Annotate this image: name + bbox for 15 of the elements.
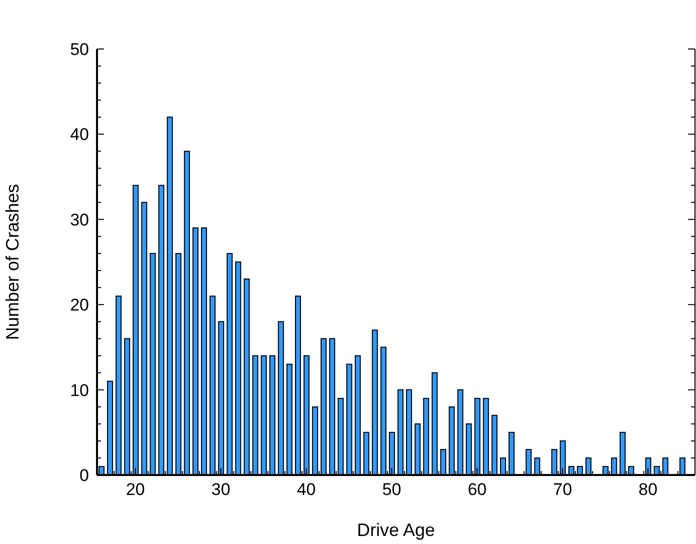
x-tick-label: 20 [126, 480, 145, 499]
x-axis-title: Drive Age [356, 520, 436, 540]
y-tick-label: 10 [70, 380, 89, 400]
x-tick-label: 30 [211, 480, 230, 499]
y-tick-label: 30 [70, 210, 89, 230]
y-tick-label: 50 [70, 40, 89, 59]
y-tick-label: 40 [70, 125, 89, 144]
y-tick-label: 0 [80, 466, 89, 485]
x-tick-label: 80 [638, 480, 658, 499]
x-tick-label: 50 [382, 480, 402, 499]
y-axis-title: Number of Crashes [2, 184, 22, 340]
x-tick-label: 60 [468, 480, 487, 499]
x-tick-label: 40 [296, 480, 316, 499]
y-tick-label: 20 [70, 296, 89, 315]
x-tick-label: 70 [553, 480, 572, 499]
